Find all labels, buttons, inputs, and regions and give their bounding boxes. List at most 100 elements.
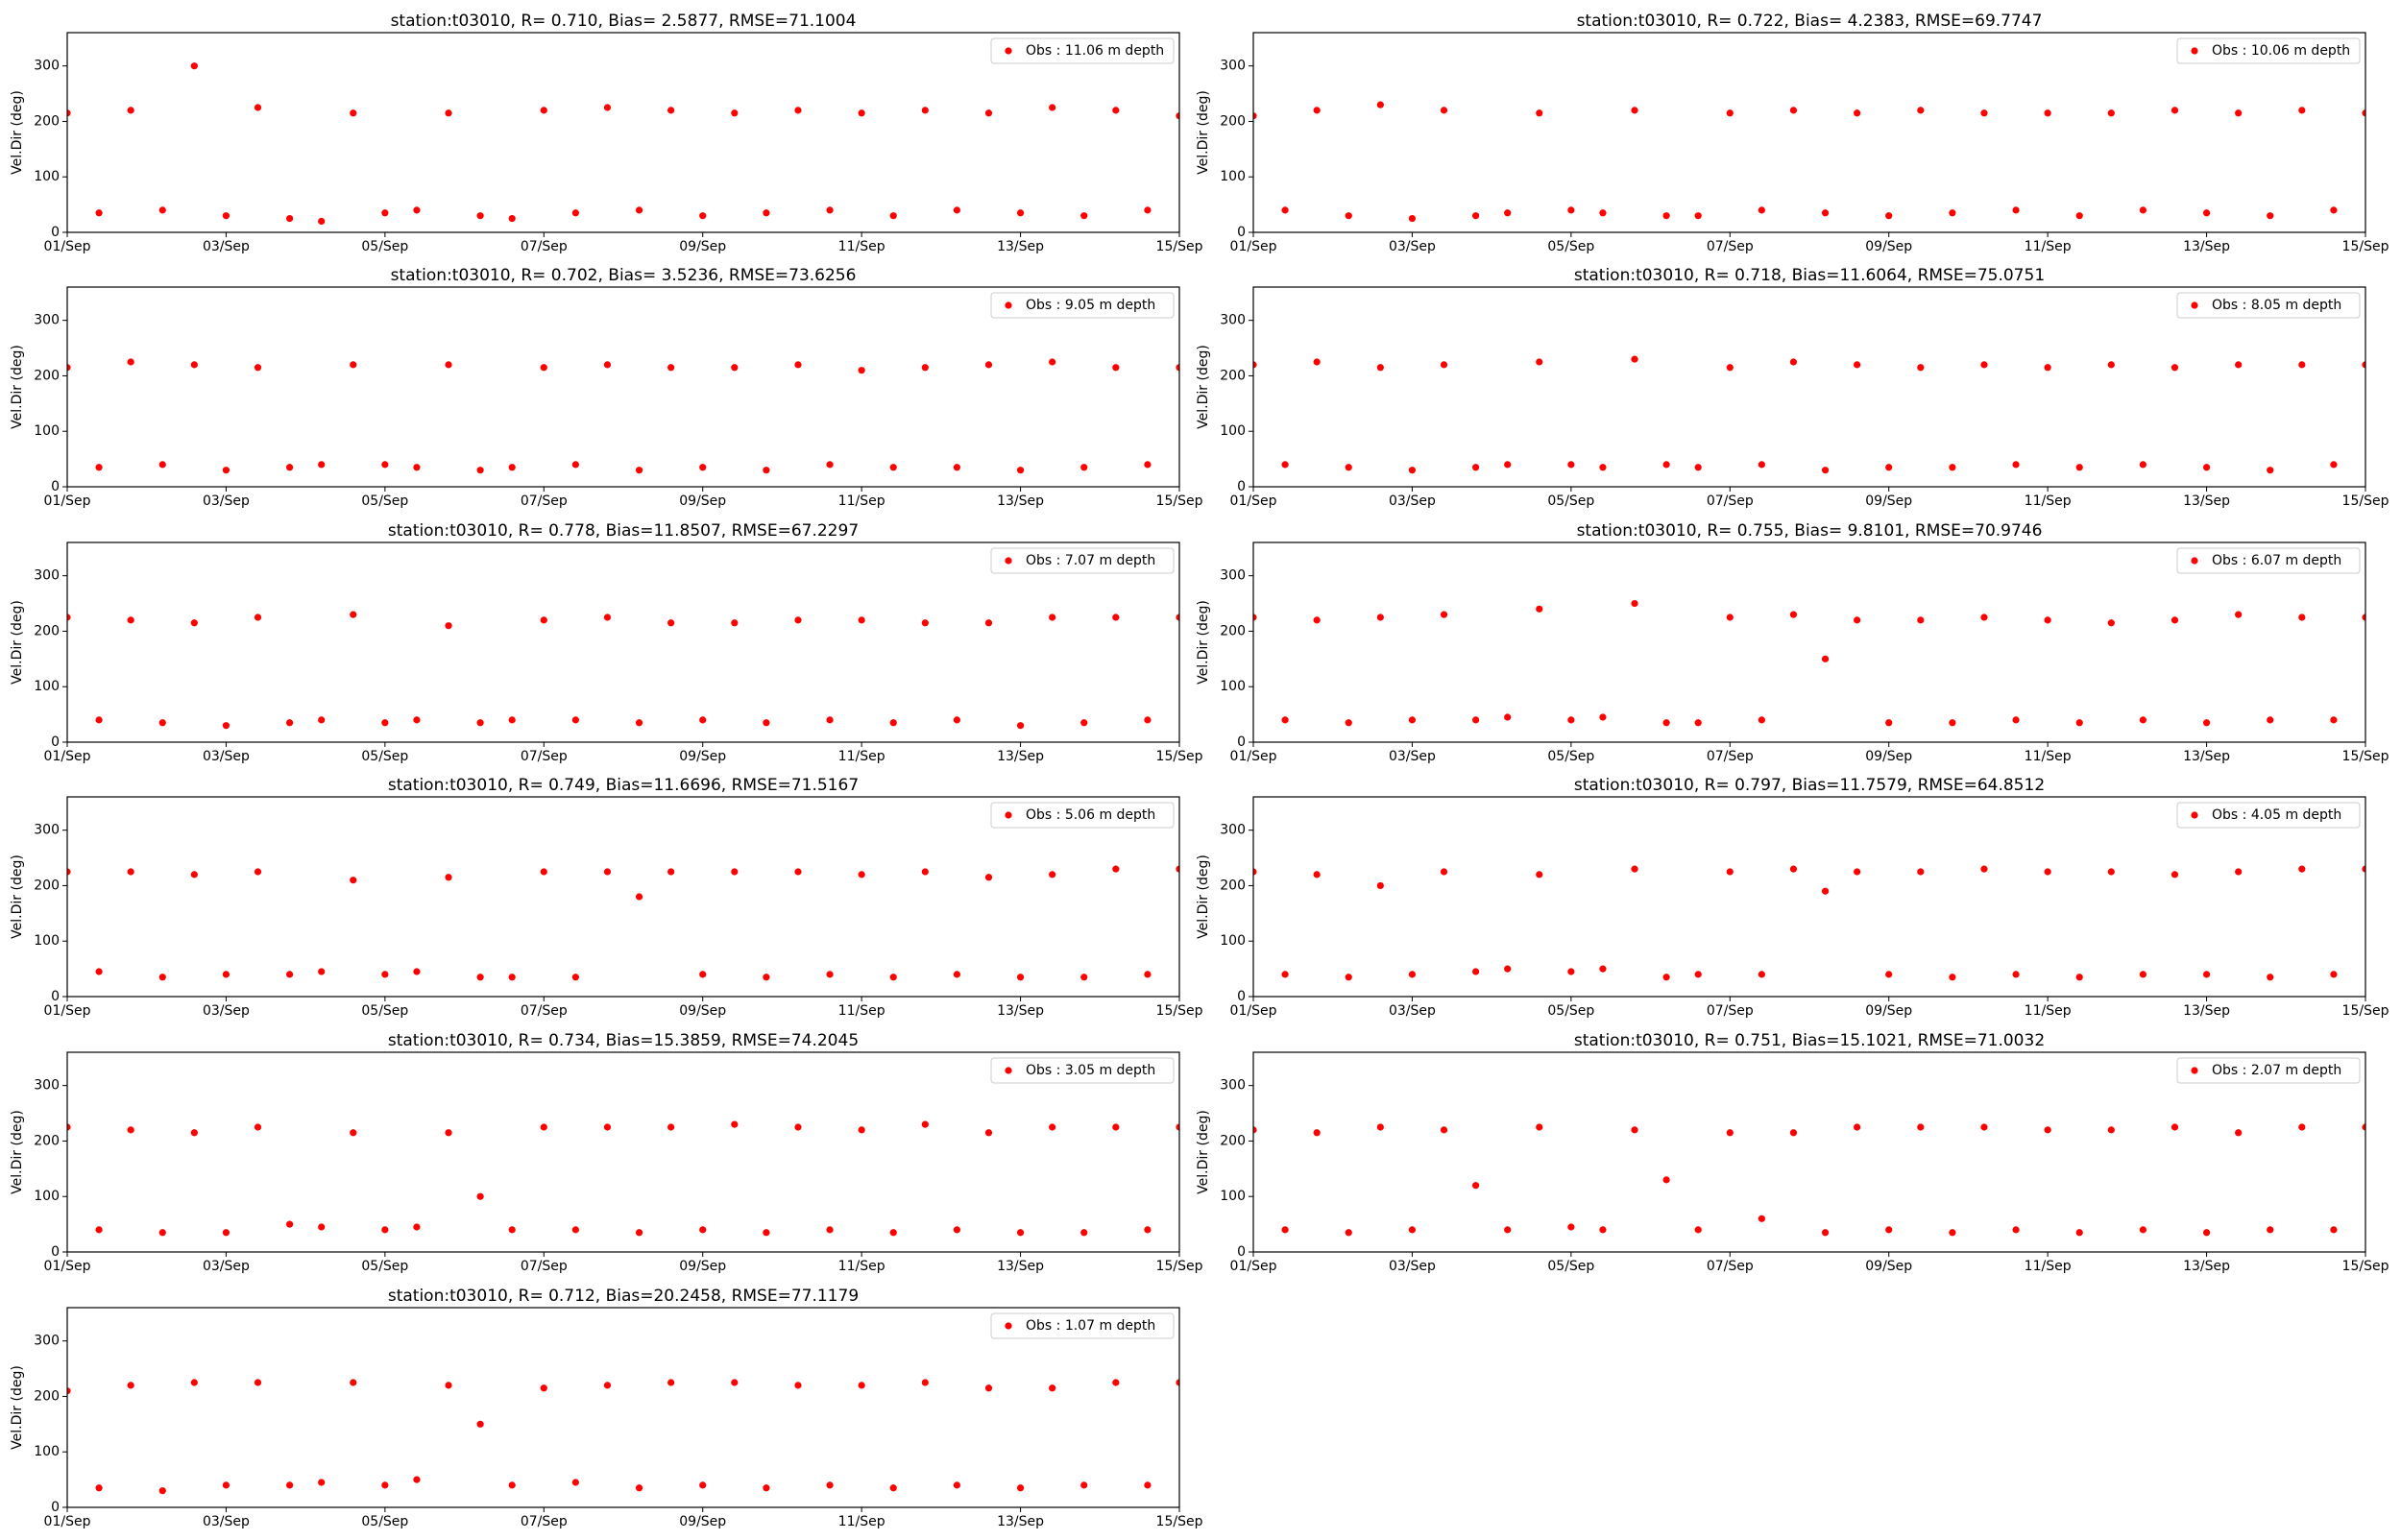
data-point	[2107, 619, 2115, 627]
data-point	[1345, 464, 1352, 471]
data-point	[1821, 1229, 1830, 1237]
data-point	[1885, 1226, 1893, 1234]
data-point	[1789, 611, 1798, 618]
data-point	[603, 1123, 612, 1131]
data-point	[222, 722, 230, 730]
plot-area	[67, 358, 1179, 474]
data-point	[190, 619, 198, 627]
legend-box	[990, 802, 1175, 829]
data-point	[381, 1226, 389, 1234]
data-point	[2330, 206, 2338, 214]
data-point	[699, 1481, 707, 1489]
data-point	[222, 212, 230, 220]
subplot: station:t03010, R= 0.702, Bias= 3.5236, …	[10, 266, 1203, 509]
y-tick-label: 300	[1220, 59, 1246, 74]
x-tick-label: 09/Sep	[1865, 1003, 1912, 1019]
data-point	[2075, 1229, 2083, 1237]
legend-label: Obs : 7.07 m depth	[1026, 553, 1155, 568]
axes-frame	[1252, 796, 2366, 998]
y-tick-label: 0	[51, 1244, 60, 1260]
data-point	[984, 361, 993, 369]
data-point	[953, 1226, 961, 1234]
data-point	[667, 868, 675, 876]
data-point	[889, 212, 897, 220]
data-point	[67, 364, 71, 372]
y-axis-label: Vel.Dir (deg)	[1196, 854, 1211, 939]
y-tick-label: 200	[34, 623, 60, 638]
legend-box	[990, 1057, 1175, 1084]
legend-label: Obs : 6.07 m depth	[2212, 553, 2341, 568]
data-point	[763, 467, 770, 474]
data-point	[95, 968, 103, 975]
data-point	[1536, 358, 1543, 366]
x-tick-label: 09/Sep	[1865, 493, 1912, 509]
x-tick-label: 05/Sep	[361, 493, 408, 509]
data-point	[1049, 614, 1056, 621]
data-point	[794, 868, 802, 876]
subplot-title: station:t03010, R= 0.702, Bias= 3.5236, …	[391, 266, 857, 285]
data-point	[1504, 461, 1512, 469]
data-point	[1144, 1481, 1152, 1489]
plot-area	[67, 1120, 1179, 1237]
subplot: station:t03010, R= 0.797, Bias=11.7579, …	[1196, 776, 2389, 1019]
y-tick-label: 200	[1220, 878, 1246, 893]
data-point	[1281, 206, 1289, 214]
data-point	[254, 104, 262, 111]
subplot: station:t03010, R= 0.749, Bias=11.6696, …	[10, 776, 1203, 1019]
data-point	[158, 719, 166, 727]
data-point	[1662, 974, 1670, 981]
data-point	[254, 868, 262, 876]
data-point	[1472, 716, 1480, 724]
x-tick-label: 13/Sep	[2183, 749, 2230, 764]
plot-area	[1253, 355, 2365, 474]
data-point	[350, 1379, 357, 1386]
legend-label: Obs : 1.07 m depth	[1026, 1318, 1155, 1334]
data-point	[1472, 968, 1480, 975]
data-point	[1016, 1484, 1025, 1492]
subplot-title: station:t03010, R= 0.778, Bias=11.8507, …	[388, 521, 859, 541]
data-point	[1376, 364, 1384, 372]
data-point	[1694, 212, 1702, 220]
data-point	[2044, 1126, 2051, 1134]
x-tick-label: 15/Sep	[1156, 749, 1203, 764]
subplot-title: station:t03010, R= 0.718, Bias=11.6064, …	[1574, 266, 2045, 285]
data-point	[667, 619, 675, 627]
legend-label: Obs : 9.05 m depth	[1026, 298, 1155, 313]
data-point	[1599, 1226, 1607, 1234]
legend-label: Obs : 2.07 m depth	[2212, 1063, 2341, 1078]
x-tick-label: 09/Sep	[679, 239, 726, 254]
data-point	[1440, 107, 1448, 114]
data-point	[1472, 212, 1480, 220]
data-point	[1440, 868, 1448, 876]
y-tick-label: 200	[34, 1388, 60, 1404]
plot-area	[1253, 1123, 2365, 1237]
data-point	[1176, 865, 1179, 873]
data-point	[1662, 1176, 1670, 1184]
data-point	[1049, 871, 1056, 878]
legend: Obs : 1.07 m depth	[990, 1312, 1175, 1339]
data-point	[413, 716, 421, 724]
data-point	[1599, 965, 1607, 973]
data-point	[67, 109, 71, 117]
data-point	[571, 974, 579, 981]
y-tick-label: 200	[1220, 368, 1246, 383]
data-point	[2298, 865, 2306, 873]
x-tick-label: 11/Sep	[2025, 1003, 2072, 1019]
data-point	[222, 467, 230, 474]
y-tick-label: 100	[1220, 679, 1246, 694]
data-point	[1080, 212, 1088, 220]
data-point	[2202, 464, 2211, 471]
y-tick-label: 0	[51, 989, 60, 1004]
x-tick-label: 05/Sep	[361, 749, 408, 764]
legend-box	[2176, 1057, 2361, 1084]
data-point	[1144, 1226, 1152, 1234]
data-point	[1694, 719, 1702, 727]
y-axis-label: Vel.Dir (deg)	[10, 1110, 25, 1194]
data-point	[635, 719, 643, 727]
data-point	[1281, 716, 1289, 724]
data-point	[763, 1484, 770, 1492]
x-tick-label: 03/Sep	[1389, 749, 1436, 764]
x-tick-label: 05/Sep	[1547, 239, 1594, 254]
x-tick-label: 01/Sep	[44, 1514, 91, 1529]
